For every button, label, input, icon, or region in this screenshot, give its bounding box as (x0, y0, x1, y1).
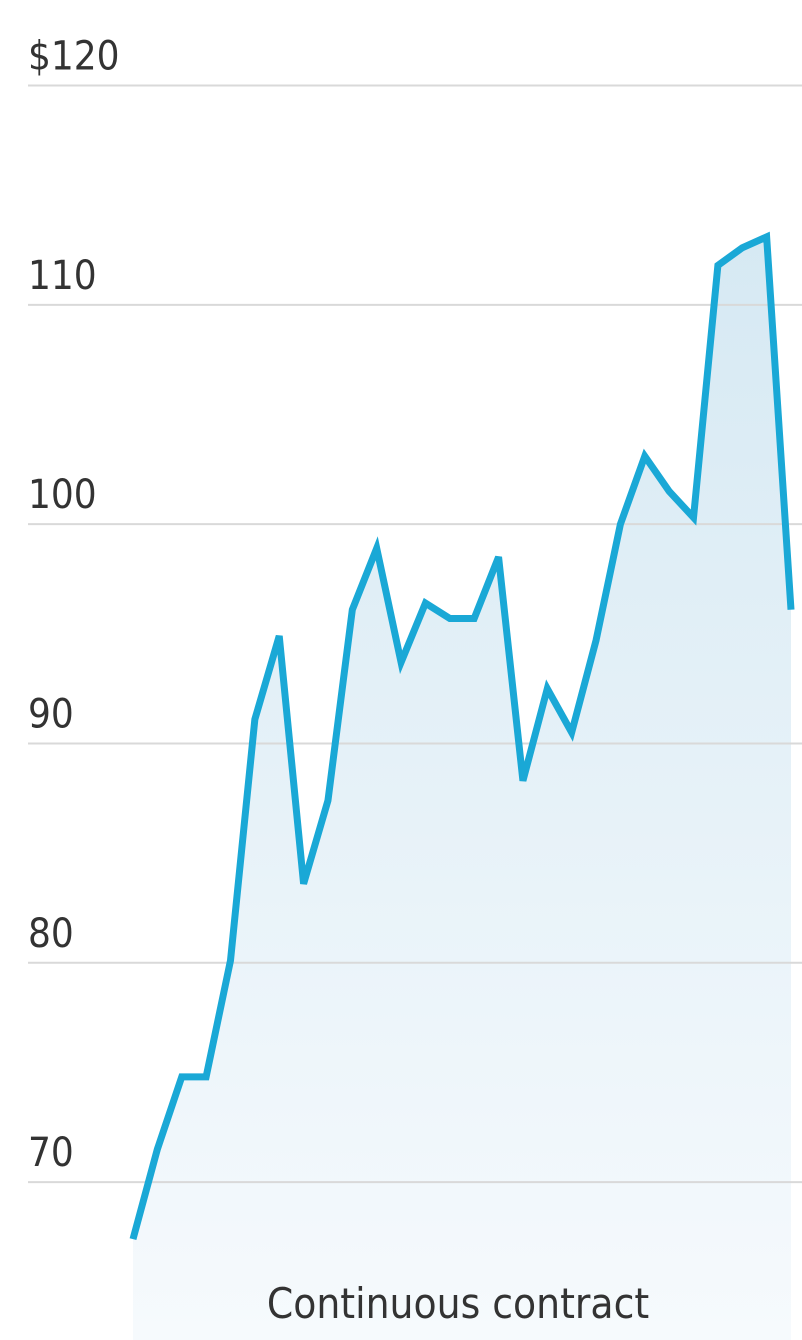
area (133, 236, 791, 1340)
price-line (129, 231, 795, 1241)
y-tick-label: 80 (28, 911, 74, 957)
y-tick-label: 100 (28, 472, 97, 518)
y-tick-label: 70 (28, 1130, 74, 1176)
annotation: Continuous contract (267, 1279, 649, 1328)
y-tick-label: 90 (28, 691, 74, 737)
y-tick-label: 110 (28, 253, 97, 299)
y-tick-label: $120 (28, 34, 120, 80)
